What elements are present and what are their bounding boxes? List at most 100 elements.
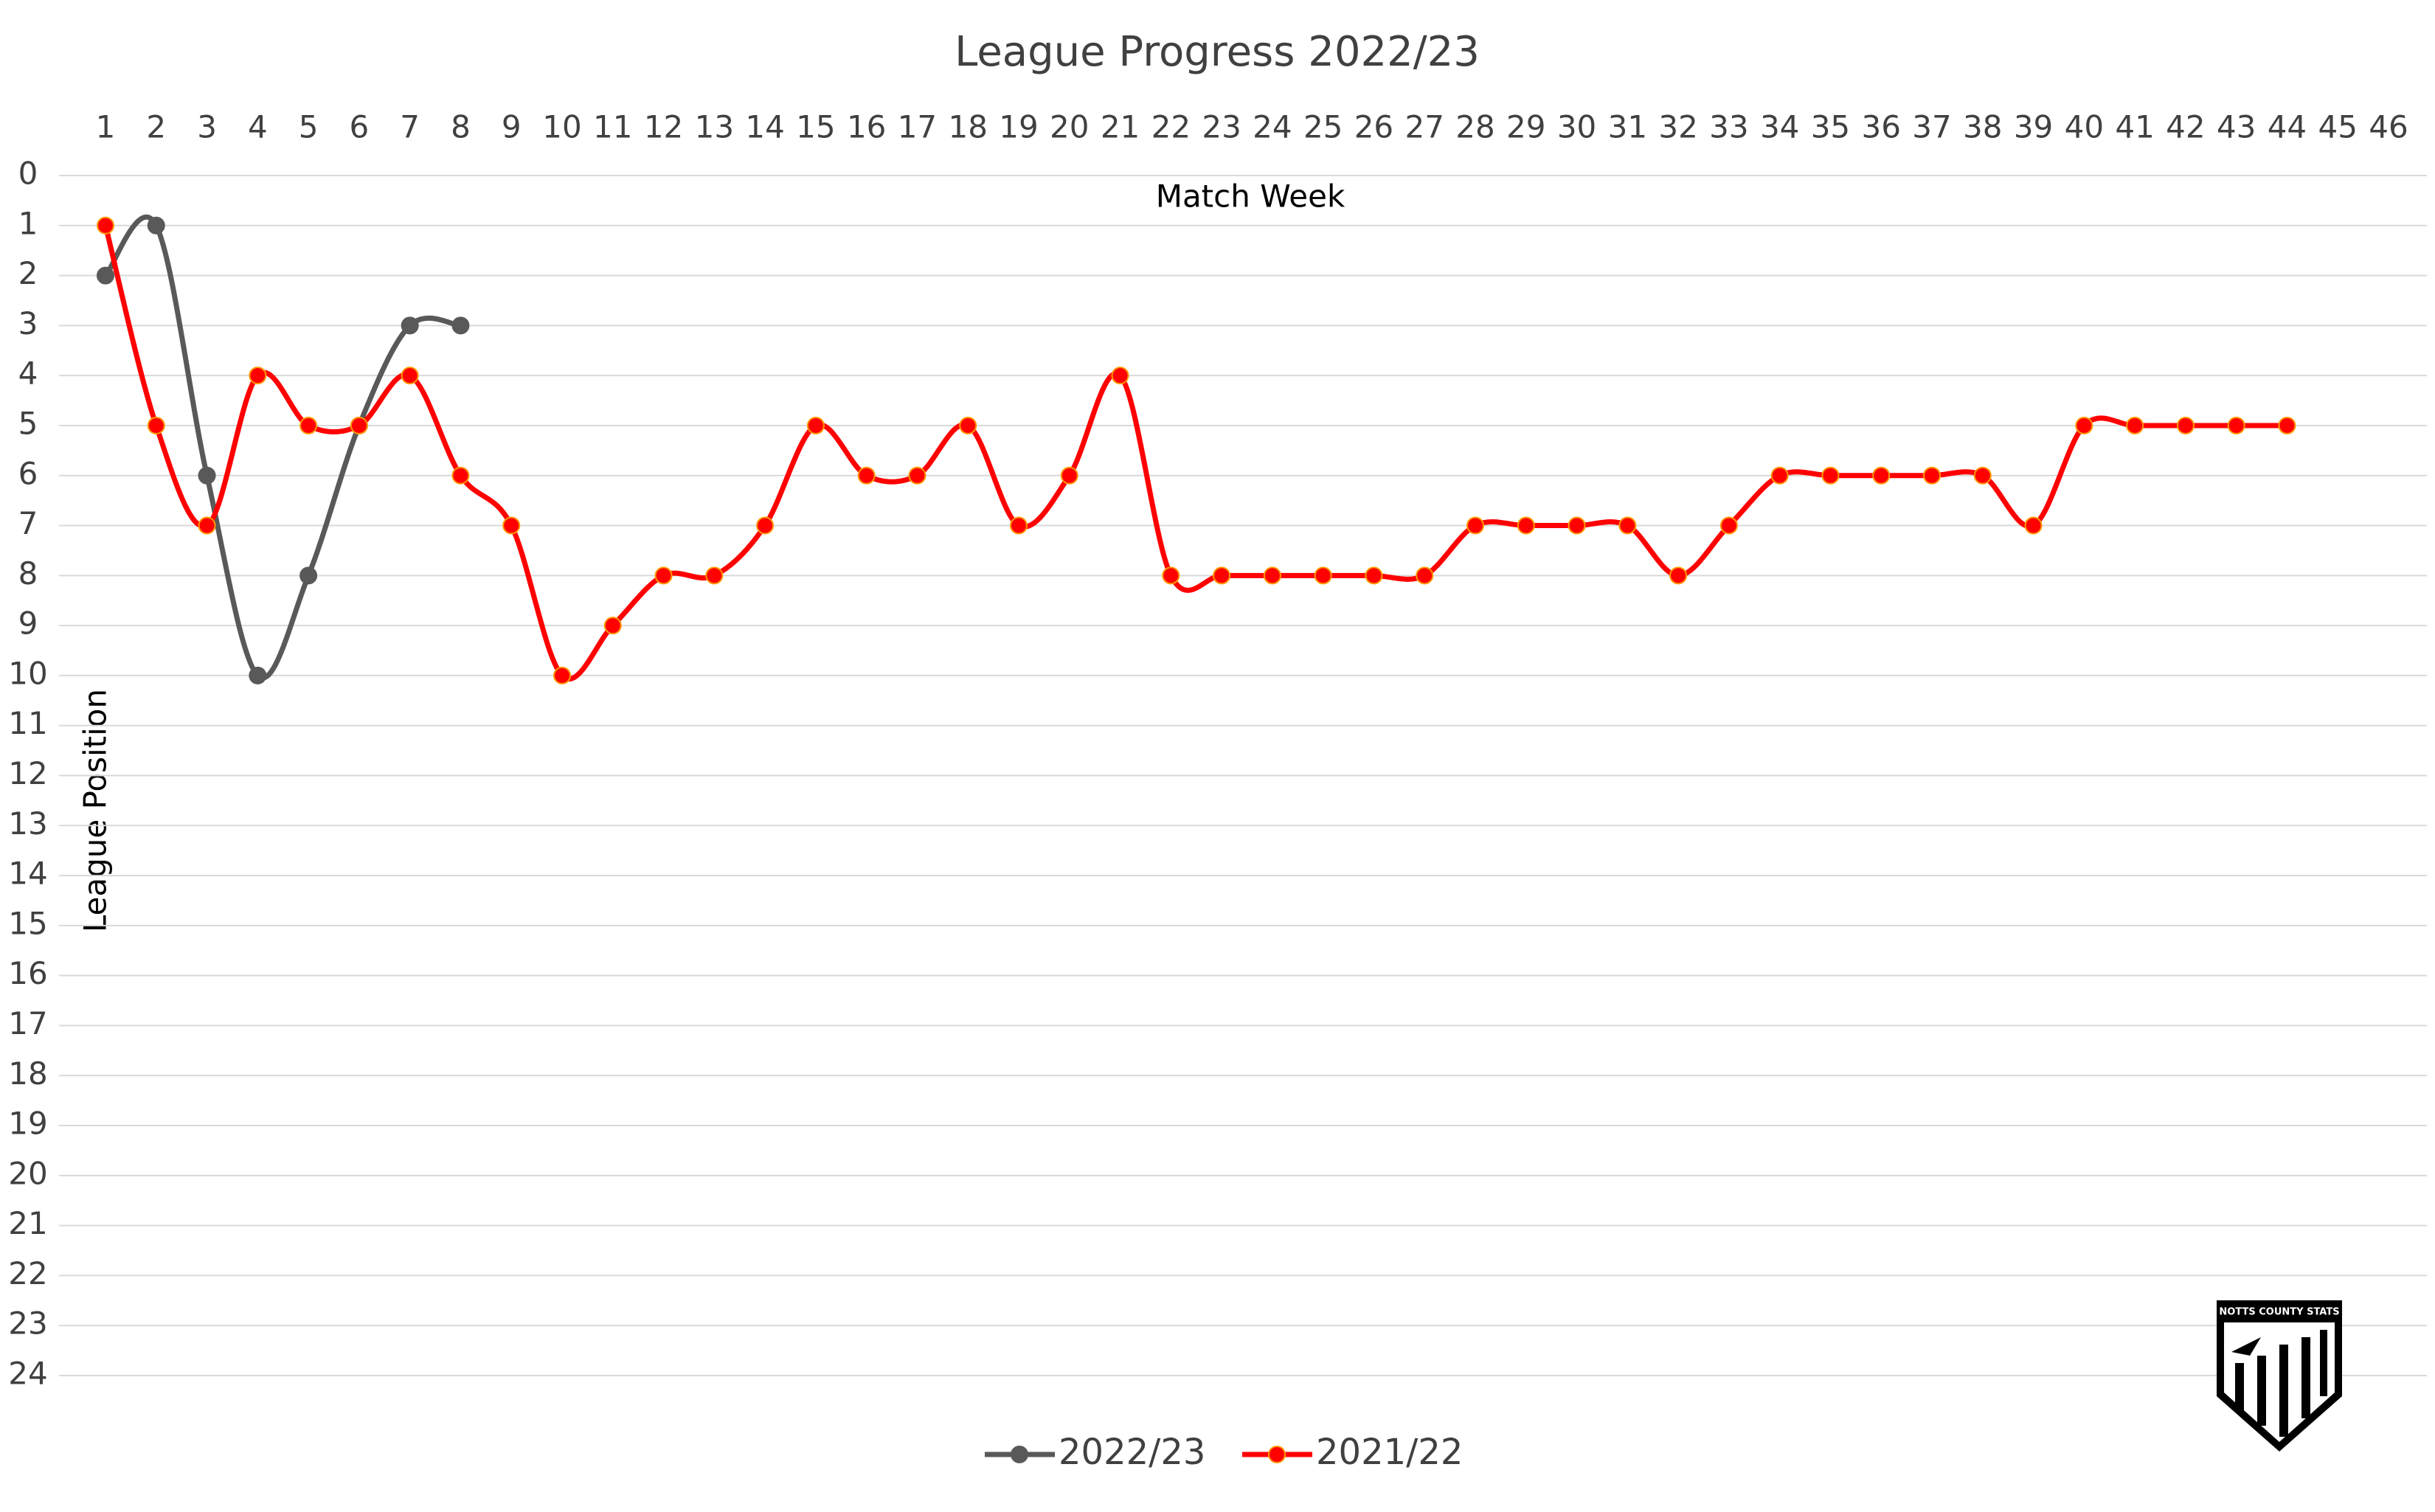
marker [806, 416, 825, 434]
marker [959, 416, 977, 434]
y-tick-label: 10 [8, 655, 47, 691]
logo-stripe [2279, 1345, 2288, 1437]
marker [1010, 516, 1028, 535]
marker [299, 566, 318, 585]
series [97, 216, 2296, 684]
marker [249, 367, 267, 385]
marker [553, 666, 571, 684]
logo-stripe [2320, 1330, 2327, 1396]
x-tick-label: 18 [948, 109, 987, 145]
y-tick-label: 17 [8, 1005, 47, 1041]
marker [1973, 466, 1992, 485]
x-tick-label: 27 [1404, 109, 1444, 145]
marker [97, 216, 114, 235]
x-tick-label: 20 [1050, 109, 1089, 145]
marker [908, 466, 926, 485]
x-tick-label: 31 [1608, 109, 1647, 145]
marker [654, 566, 673, 585]
marker [2227, 416, 2245, 434]
marker [249, 666, 267, 684]
marker [1466, 516, 1484, 535]
y-tick-label: 0 [18, 156, 38, 192]
x-tick-label: 29 [1506, 109, 1545, 145]
marker [1568, 516, 1586, 535]
x-tick-label: 7 [400, 109, 420, 145]
x-tick-label: 5 [299, 109, 319, 145]
x-tick-label: 13 [695, 109, 734, 145]
legend-label: 2021/22 [1316, 1432, 1463, 1473]
plot-area: 0123456789101112131415161718192021222324… [8, 109, 2427, 1392]
marker [1111, 367, 1129, 385]
marker [756, 516, 775, 535]
x-tick-label: 10 [542, 109, 581, 145]
marker [1872, 466, 1891, 485]
marker [1517, 516, 1535, 535]
marker [2126, 416, 2144, 434]
marker [603, 617, 622, 635]
logo-text: NOTTS COUNTY STATS [2219, 1307, 2339, 1318]
x-tick-label: 14 [745, 109, 784, 145]
x-tick-label: 8 [451, 109, 471, 145]
x-axis-label: Match Week [1156, 178, 1345, 215]
marker [1263, 566, 1281, 585]
legend: 2022/23 2021/22 [985, 1432, 1463, 1473]
x-tick-label: 22 [1151, 109, 1191, 145]
marker [705, 566, 724, 585]
marker [2024, 516, 2043, 535]
marker [147, 216, 165, 235]
y-tick-label: 1 [18, 205, 38, 241]
x-tick-label: 19 [999, 109, 1038, 145]
y-tick-label: 12 [8, 755, 47, 791]
y-tick-label: 8 [18, 555, 38, 592]
marker [451, 316, 470, 335]
series [97, 215, 470, 684]
x-tick-label: 23 [1202, 109, 1241, 145]
y-tick-label: 21 [8, 1205, 47, 1241]
x-tick-label: 46 [2369, 109, 2408, 145]
x-tick-label: 44 [2268, 109, 2307, 145]
marker [1821, 466, 1840, 485]
marker [97, 266, 114, 285]
marker [299, 416, 318, 434]
marker [401, 367, 419, 385]
y-tick-label: 15 [8, 905, 47, 941]
x-tick-label: 9 [502, 109, 522, 145]
x-tick-label: 35 [1811, 109, 1850, 145]
x-tick-label: 2 [146, 109, 166, 145]
x-tick-label: 34 [1760, 109, 1799, 145]
marker [2075, 416, 2093, 434]
marker [2176, 416, 2195, 434]
legend-label: 2022/23 [1059, 1432, 1205, 1473]
line [103, 224, 2287, 682]
line [103, 215, 461, 681]
y-tick-label: 6 [18, 455, 38, 491]
x-tick-label: 16 [847, 109, 886, 145]
y-tick-label: 19 [8, 1106, 47, 1142]
x-tick-label: 24 [1253, 109, 1292, 145]
x-tick-label: 6 [350, 109, 370, 145]
marker [350, 416, 368, 434]
logo-stripe [2235, 1363, 2244, 1411]
y-tick-label: 20 [8, 1155, 47, 1191]
marker [1669, 566, 1688, 585]
y-tick-label: 18 [8, 1055, 47, 1092]
x-tick-label: 39 [2014, 109, 2053, 145]
y-tick-label: 9 [18, 606, 38, 642]
y-tick-label: 4 [18, 356, 38, 392]
x-tick-label: 45 [2318, 109, 2357, 145]
marker [1719, 516, 1738, 535]
logo-stripe [2257, 1356, 2266, 1426]
y-tick-label: 7 [18, 505, 38, 541]
y-tick-label: 3 [18, 305, 38, 341]
x-tick-label: 4 [248, 109, 268, 145]
marker [1770, 466, 1789, 485]
x-tick-label: 37 [1912, 109, 1951, 145]
x-tick-label: 12 [644, 109, 683, 145]
x-tick-label: 33 [1709, 109, 1748, 145]
x-tick-label: 41 [2115, 109, 2154, 145]
y-tick-label: 13 [8, 805, 47, 842]
x-tick-label: 40 [2065, 109, 2104, 145]
x-tick-label: 21 [1101, 109, 1140, 145]
